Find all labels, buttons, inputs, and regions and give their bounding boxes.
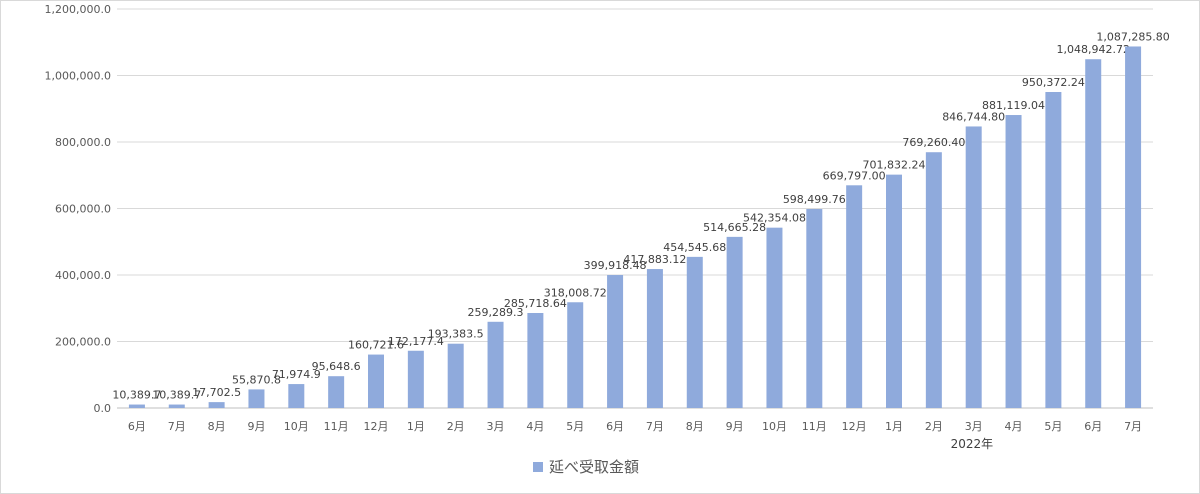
data-label: 454,545.68	[663, 241, 726, 254]
data-label: 701,832.24	[863, 159, 926, 172]
data-label: 318,008.72	[544, 286, 607, 299]
data-label: 193,383.5	[428, 328, 484, 341]
x-tick-label: 6月	[128, 420, 146, 433]
bar	[766, 227, 783, 408]
x-tick-label: 2月	[447, 420, 465, 433]
bar	[726, 236, 743, 408]
x-tick-label: 11月	[802, 420, 827, 433]
x-tick-label: 10月	[284, 420, 309, 433]
bar	[128, 404, 145, 408]
bar	[886, 174, 902, 408]
y-tick-label: 200,000.0	[55, 336, 111, 349]
x-tick-label: 5月	[1044, 420, 1062, 433]
bar	[686, 256, 703, 408]
bar	[1125, 46, 1142, 408]
x-tick-label: 7月	[646, 420, 664, 433]
x-tick-label: 9月	[726, 420, 744, 433]
bar	[1085, 59, 1102, 408]
year-label: 2022年	[951, 437, 994, 451]
x-tick-label: 1月	[407, 420, 425, 433]
x-tick-label: 2月	[925, 420, 943, 433]
x-tick-label: 6月	[1084, 420, 1102, 433]
data-label: 160,721.6	[348, 339, 404, 352]
bar	[646, 269, 663, 408]
data-label: 669,797.00	[823, 169, 886, 182]
y-tick-label: 600,000.0	[55, 203, 111, 216]
x-tick-label: 1月	[885, 420, 903, 433]
y-tick-label: 0.0	[94, 402, 112, 415]
x-tick-label: 4月	[1005, 420, 1023, 433]
data-label: 1,087,285.80	[1096, 30, 1169, 43]
bar	[248, 389, 265, 408]
data-label: 71,974.9	[272, 368, 321, 381]
bar	[607, 275, 624, 408]
x-tick-label: 9月	[247, 420, 265, 433]
y-tick-label: 1,200,000.0	[45, 3, 111, 16]
x-tick-label: 11月	[324, 420, 349, 433]
bar	[368, 354, 384, 408]
x-tick-label: 7月	[1124, 420, 1142, 433]
bar	[1005, 115, 1022, 408]
bar	[208, 402, 225, 408]
bar	[527, 312, 544, 408]
bar	[447, 343, 464, 408]
x-tick-label: 5月	[566, 420, 584, 433]
data-label: 259,289.3	[468, 306, 524, 319]
y-tick-label: 400,000.0	[55, 269, 111, 282]
x-tick-label: 6月	[606, 420, 624, 433]
data-label: 1,048,942.72	[1056, 43, 1129, 56]
data-label: 881,119.04	[982, 99, 1045, 112]
x-tick-label: 12月	[842, 420, 867, 433]
data-label: 17,702.5	[192, 386, 241, 399]
x-tick-label: 12月	[364, 420, 389, 433]
data-label: 10,389.7	[112, 389, 161, 402]
bar	[567, 302, 584, 408]
x-tick-label: 3月	[965, 420, 983, 433]
bar	[328, 376, 345, 408]
bar	[925, 152, 942, 408]
data-label: 598,499.76	[783, 193, 846, 206]
data-label: 172,177.4	[388, 335, 444, 348]
x-tick-label: 4月	[526, 420, 544, 433]
data-label: 285,718.64	[504, 297, 567, 310]
bar	[846, 185, 863, 408]
data-label: 950,372.24	[1022, 76, 1085, 89]
x-tick-label: 8月	[208, 420, 226, 433]
data-label: 10,389.7	[152, 389, 201, 402]
y-tick-label: 800,000.0	[55, 136, 111, 149]
data-label: 95,648.6	[312, 360, 361, 373]
data-label: 514,665.28	[703, 221, 766, 234]
bar	[1045, 92, 1062, 409]
x-tick-label: 3月	[487, 420, 505, 433]
bar	[407, 350, 424, 408]
y-tick-label: 1,000,000.0	[45, 70, 111, 83]
data-label: 846,744.80	[942, 110, 1005, 123]
legend-label: 延べ受取金額	[549, 458, 640, 476]
x-tick-label: 10月	[762, 420, 787, 433]
bar	[288, 384, 305, 408]
legend-swatch	[533, 461, 543, 472]
x-tick-label: 8月	[686, 420, 704, 433]
legend: 延べ受取金額	[533, 456, 639, 477]
bar	[487, 321, 504, 408]
x-tick-label: 7月	[168, 420, 186, 433]
bar	[168, 404, 185, 408]
data-label: 542,354.08	[743, 212, 806, 225]
data-label: 417,883.12	[623, 253, 686, 266]
data-label: 769,260.40	[902, 136, 965, 149]
data-label: 55,870.8	[232, 373, 281, 386]
bar	[806, 208, 823, 408]
data-label: 399,918.48	[584, 259, 647, 272]
bar	[965, 126, 982, 409]
